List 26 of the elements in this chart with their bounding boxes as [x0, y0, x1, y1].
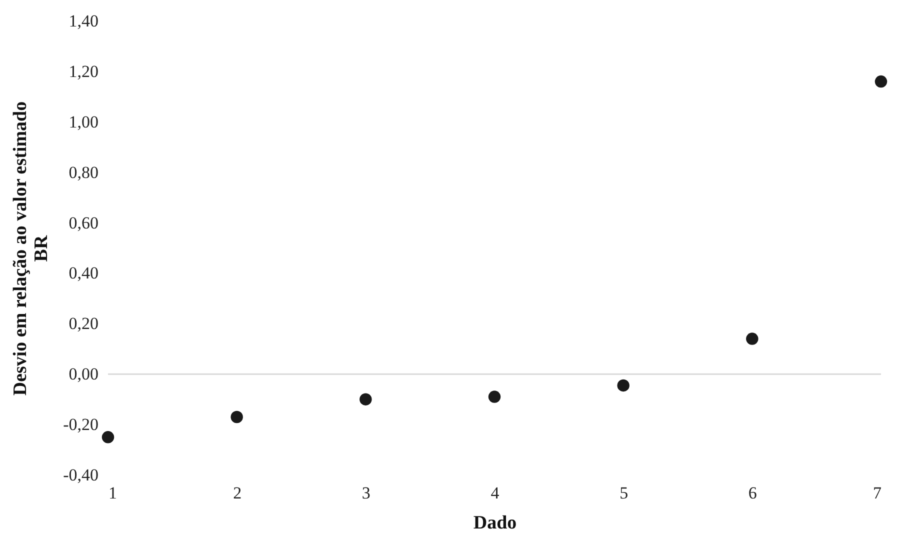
y-axis-title: Desvio em relação ao valor estimado BR — [10, 101, 52, 396]
x-axis-title: Dado — [473, 512, 517, 534]
point — [102, 431, 114, 444]
y-tick-label: 1,40 — [68, 12, 98, 30]
y-tick-label: 0,20 — [68, 314, 98, 334]
point — [230, 410, 243, 424]
x-tick-label: 3 — [362, 484, 370, 502]
y-tick-label: 0,80 — [68, 162, 98, 182]
x-tick-label: 1 — [108, 484, 117, 502]
y-tick-label: 1,20 — [68, 62, 98, 81]
point — [874, 75, 888, 88]
y-tick-label: -0,20 — [63, 415, 98, 434]
point — [360, 393, 372, 406]
y-tick-label: 0,40 — [68, 264, 98, 283]
point — [488, 390, 501, 403]
y-tick-label: -0,40 — [63, 466, 98, 484]
x-tick-label: 4 — [490, 484, 500, 502]
y-tick-label: 1,00 — [68, 112, 98, 132]
point — [617, 379, 630, 392]
x-tick-label: 2 — [233, 484, 242, 502]
x-tick-label: 6 — [748, 484, 757, 502]
x-tick-label: 5 — [620, 484, 628, 502]
y-tick-label: 0,60 — [68, 213, 98, 232]
point — [746, 332, 758, 345]
y-tick-label: 0,00 — [68, 364, 98, 384]
x-tick-label: 7 — [873, 484, 882, 502]
